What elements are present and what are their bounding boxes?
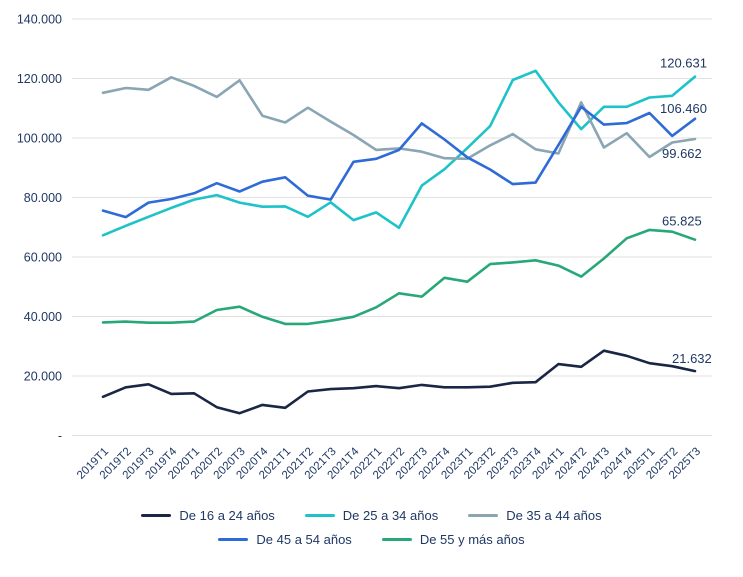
end-value-label: 99.662 [662, 146, 702, 161]
series-line-4 [101, 105, 697, 219]
series-line-5 [101, 228, 697, 326]
legend-swatch-icon [141, 514, 172, 517]
employment-by-age-line-chart: - 20.000 40.000 60.000 80.000 100.000 120.000 1… [17, 13, 712, 547]
end-value-label: 106.460 [660, 101, 707, 116]
chart-legend: De 16 a 24 años De 25 a 34 años De 35 a 44… [0, 508, 743, 547]
legend-swatch-icon [468, 514, 499, 517]
y-tick-label: 60.000 [24, 251, 62, 265]
legend-swatch-icon [381, 538, 412, 541]
legend-row-1: De 16 a 24 años De 25 a 34 años De 35 a 44… [141, 508, 602, 523]
y-tick-label: 40.000 [24, 310, 62, 324]
y-tick-label: - [58, 429, 62, 443]
series-line-1 [101, 349, 697, 415]
legend-swatch-icon [218, 538, 249, 541]
legend-item-5: De 55 y más años [381, 532, 525, 547]
y-tick-label: 80.000 [24, 191, 62, 205]
y-tick-label: 120.000 [17, 72, 62, 86]
legend-label: De 45 a 54 años [256, 532, 352, 547]
series-line-3 [101, 76, 697, 161]
chart-canvas: - 20.000 40.000 60.000 80.000 100.000 120.000 1… [17, 13, 712, 482]
legend-label: De 16 a 24 años [179, 508, 275, 523]
legend-item-4: De 45 a 54 años [218, 532, 352, 547]
end-value-label: 65.825 [662, 214, 702, 229]
series-line-2 [101, 69, 697, 237]
y-tick-label: 140.000 [17, 13, 62, 27]
legend-item-3: De 35 a 44 años [468, 508, 602, 523]
legend-label: De 35 a 44 años [506, 508, 602, 523]
legend-swatch-icon [304, 514, 335, 517]
y-tick-label: 100.000 [17, 132, 62, 146]
end-value-label: 120.631 [660, 56, 707, 71]
legend-row-2: De 45 a 54 años De 55 y más años [218, 532, 525, 547]
legend-item-1: De 16 a 24 años [141, 508, 275, 523]
legend-label: De 25 a 34 años [342, 508, 439, 523]
legend-item-2: De 25 a 34 años [304, 508, 439, 523]
y-tick-label: 20.000 [24, 370, 62, 384]
end-value-label: 21.632 [672, 351, 712, 366]
legend-label: De 55 y más años [419, 532, 525, 547]
